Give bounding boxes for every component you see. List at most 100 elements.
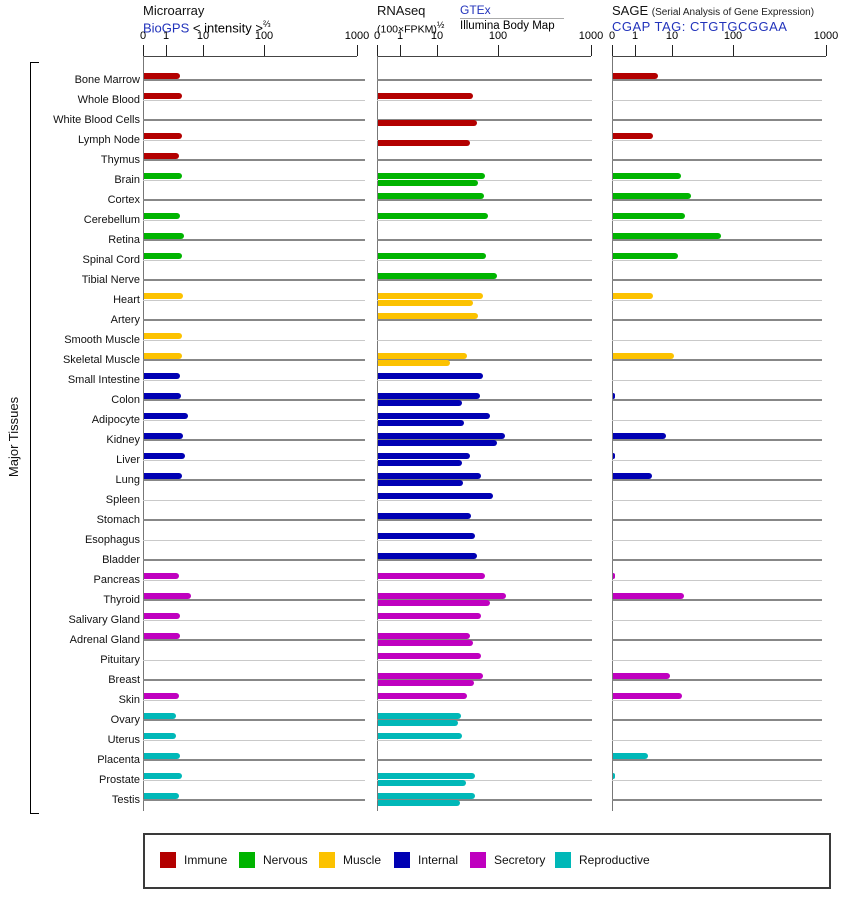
microarray-bar (144, 613, 180, 619)
tissue-row-line (143, 799, 365, 801)
axis-tick-label: 1000 (344, 30, 370, 42)
tissue-label: Bone Marrow (74, 74, 140, 86)
gtex-bar (378, 573, 486, 579)
panel-axis-line (143, 56, 144, 811)
axis-tick-mark (612, 45, 613, 56)
tissue-row-line (143, 700, 365, 701)
microarray-scale-note: < intensity > (192, 20, 263, 36)
tissue-row-line (612, 479, 822, 481)
tissue-row-line (612, 759, 822, 761)
tissue-row-line (143, 639, 365, 641)
axis-tick-mark (143, 45, 144, 56)
tissue-label: Pancreas (93, 574, 140, 586)
tissue-label: Spinal Cord (82, 254, 140, 266)
tissue-row-line (612, 340, 822, 341)
tissue-row-line (377, 740, 592, 741)
tissue-row-line (377, 759, 592, 761)
tissue-label: Retina (108, 234, 140, 246)
tissue-label: Placenta (97, 754, 140, 766)
gtex-bar (378, 373, 484, 379)
legend-swatch (470, 852, 486, 868)
tissue-row-line (612, 639, 822, 641)
gtex-bar (378, 253, 487, 259)
tissue-row-line (377, 519, 592, 521)
tissue-row-line (377, 119, 592, 121)
tissue-row-line (377, 380, 592, 381)
microarray-bar (144, 773, 182, 779)
microarray-bar (144, 153, 179, 159)
sage-bar (613, 473, 652, 479)
tissue-row-line (377, 500, 592, 501)
axis-tick-label: 0 (373, 30, 381, 42)
sage-bar (613, 393, 616, 399)
legend-label: Nervous (263, 853, 308, 867)
microarray-bar (144, 173, 182, 179)
axis-tick-mark (203, 45, 204, 56)
gtex-bar (378, 393, 480, 399)
axis-tick-label: 1 (631, 30, 639, 42)
tissue-label: Pituitary (100, 654, 140, 666)
tissue-label: Testis (111, 794, 140, 806)
tissue-row-line (377, 460, 592, 461)
tissue-row-line (377, 719, 592, 721)
illumina-bar (378, 480, 464, 486)
tissue-label: Thymus (100, 154, 140, 166)
axis-tick-label: 100 (254, 30, 274, 42)
tissue-row-line (377, 319, 592, 321)
tissue-label: Smooth Muscle (64, 334, 140, 346)
microarray-bar (144, 373, 180, 379)
axis-tick-mark (498, 45, 499, 56)
sage-bar (613, 693, 682, 699)
tissue-label: Heart (113, 294, 140, 306)
microarray-bar (144, 573, 179, 579)
tissue-row-line (143, 780, 365, 781)
microarray-bar (144, 333, 182, 339)
tissue-bracket (30, 62, 39, 814)
gtex-link[interactable]: GTEx (460, 3, 491, 17)
tissue-row-line (377, 300, 592, 301)
tissue-label: Esophagus (84, 534, 140, 546)
sage-bar (613, 133, 654, 139)
illumina-bar (378, 140, 471, 146)
cgap-link[interactable]: CGAP (612, 19, 651, 34)
tissue-label: Lymph Node (78, 134, 140, 146)
axis-tick-mark (635, 45, 636, 56)
tissue-row-line (377, 639, 592, 641)
axis-tick-label: 0 (608, 30, 616, 42)
tissue-row-line (612, 599, 822, 601)
tissue-label: White Blood Cells (53, 114, 140, 126)
gtex-bar (378, 733, 463, 739)
tissue-row-line (143, 380, 365, 381)
tissue-label: Colon (111, 394, 140, 406)
sage-tag[interactable]: TAG: CTGTGCGGAA (654, 19, 788, 34)
illumina-bar (378, 400, 463, 406)
tissue-row-line (377, 340, 592, 341)
legend-swatch (319, 852, 335, 868)
tissue-row-line (377, 359, 592, 361)
tissue-row-line (377, 79, 592, 81)
axis-tick-mark (166, 45, 167, 56)
tissue-row-line (143, 559, 365, 561)
tissue-label: Bladder (102, 554, 140, 566)
tissue-row-line (377, 580, 592, 581)
tissue-row-line (612, 79, 822, 81)
sage-bar (613, 453, 616, 459)
tissue-row-line (612, 199, 822, 201)
tissue-row-line (377, 100, 592, 101)
tissue-row-line (377, 620, 592, 621)
tissue-row-line (143, 500, 365, 501)
biogps-link[interactable]: BioGPS (143, 20, 190, 36)
tissue-label: Adrenal Gland (69, 634, 140, 646)
illumina-bar (378, 460, 463, 466)
gtex-bar (378, 433, 505, 439)
axis-tick-mark (733, 45, 734, 56)
gtex-bar (378, 613, 482, 619)
tissue-row-line (612, 799, 822, 801)
tissue-label: Skeletal Muscle (62, 354, 140, 366)
microarray-title: Microarray (143, 3, 205, 18)
microarray-bar (144, 733, 177, 739)
microarray-bar (144, 133, 182, 139)
tissue-label: Stomach (96, 514, 140, 526)
microarray-bar (144, 593, 191, 599)
